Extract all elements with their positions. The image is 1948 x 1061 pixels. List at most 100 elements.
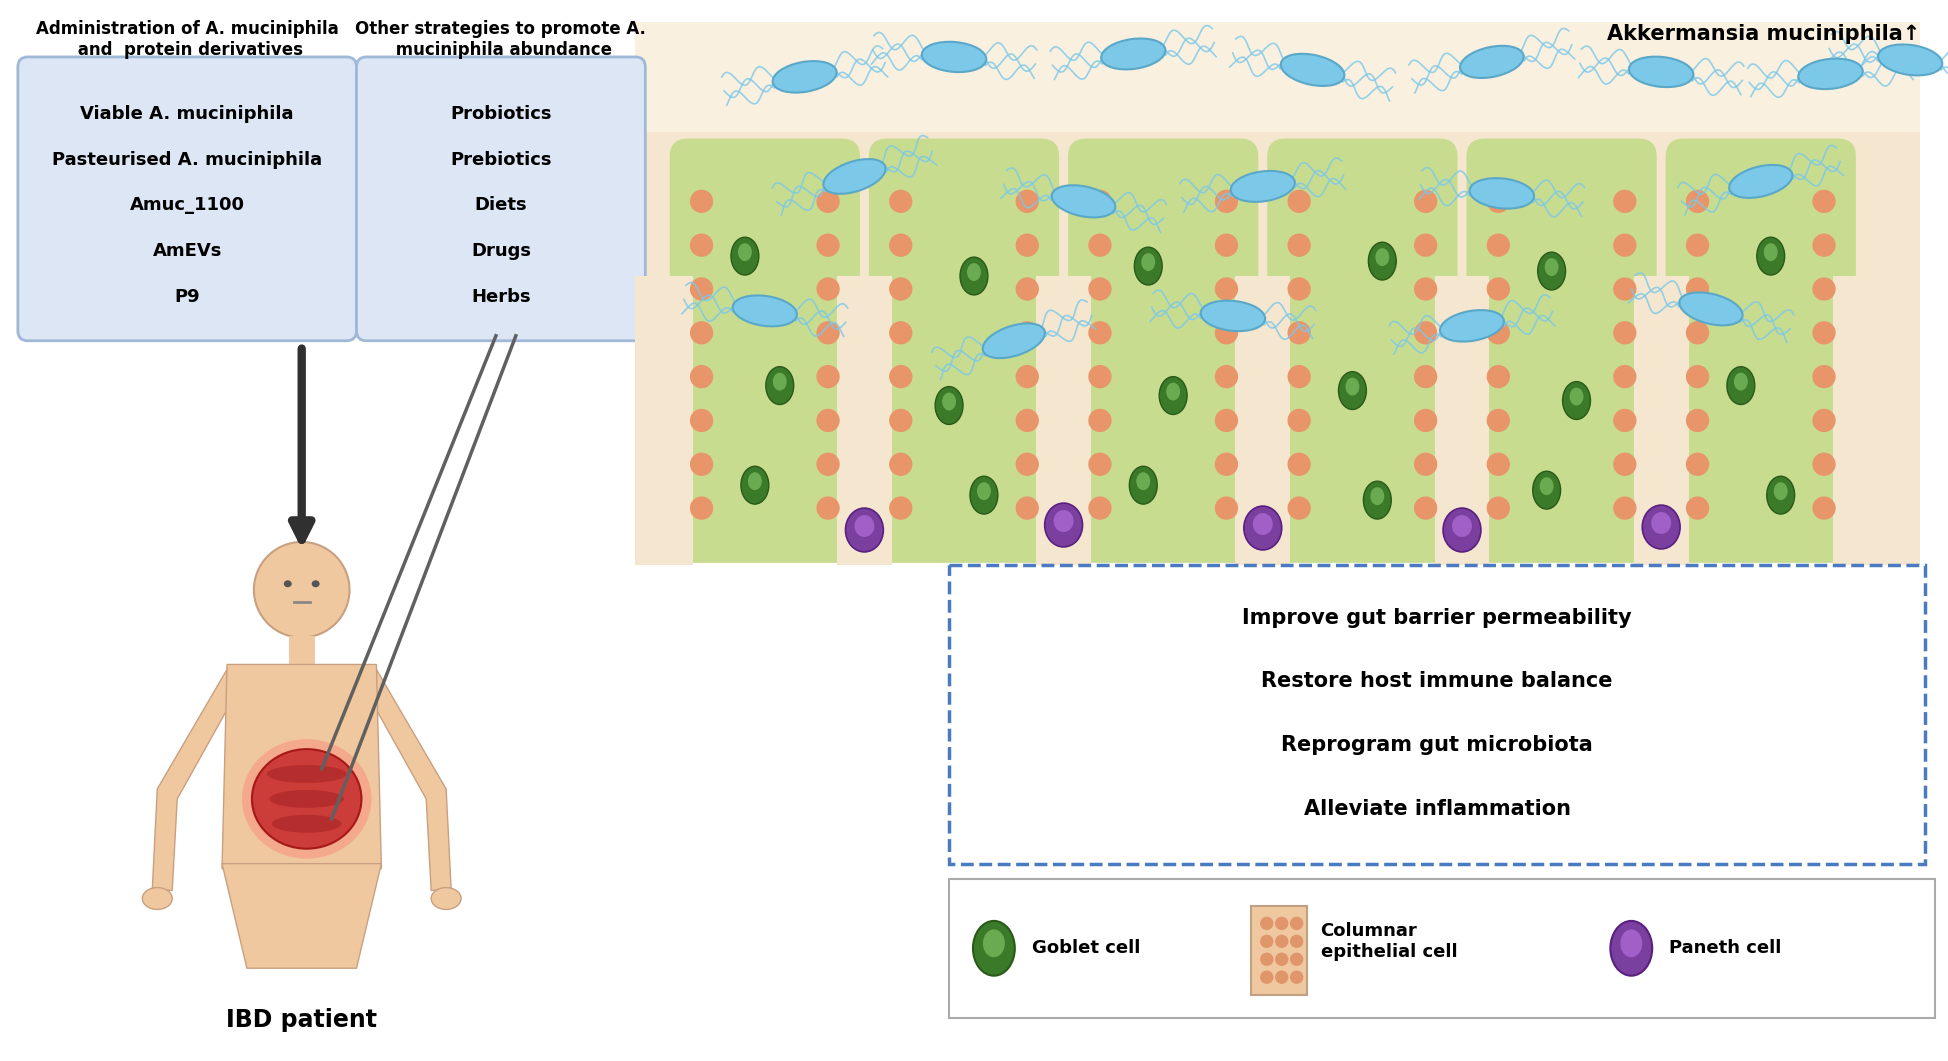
Ellipse shape [1568,387,1582,405]
FancyBboxPatch shape [1266,139,1457,563]
Circle shape [1216,410,1237,432]
Circle shape [890,453,912,475]
Ellipse shape [1044,503,1081,546]
Circle shape [1276,918,1288,929]
Text: Prebiotics: Prebiotics [450,151,551,169]
Circle shape [1288,366,1309,387]
Ellipse shape [1253,514,1272,535]
Circle shape [1276,936,1288,947]
Circle shape [1288,321,1309,344]
Ellipse shape [748,472,762,490]
Circle shape [1486,410,1508,432]
Ellipse shape [921,41,986,72]
Ellipse shape [771,62,836,92]
FancyBboxPatch shape [18,57,356,341]
Ellipse shape [1531,471,1560,509]
Circle shape [690,498,713,519]
Ellipse shape [1755,238,1784,275]
Circle shape [1812,366,1833,387]
Circle shape [1015,366,1038,387]
Text: P9: P9 [173,288,201,306]
Circle shape [1216,366,1237,387]
Ellipse shape [1243,506,1282,550]
Ellipse shape [1562,382,1590,419]
Circle shape [1613,366,1634,387]
Circle shape [1486,278,1508,300]
Ellipse shape [966,263,980,281]
Circle shape [1486,321,1508,344]
Circle shape [890,190,912,212]
Ellipse shape [738,243,752,261]
Circle shape [1260,918,1272,929]
Text: Reprogram gut microbiota: Reprogram gut microbiota [1280,735,1592,755]
Circle shape [816,366,838,387]
Circle shape [1685,453,1708,475]
Circle shape [690,234,713,256]
Circle shape [816,190,838,212]
Circle shape [1685,278,1708,300]
Ellipse shape [1679,293,1742,326]
Circle shape [690,453,713,475]
Ellipse shape [1763,243,1777,261]
FancyBboxPatch shape [1465,139,1656,563]
Ellipse shape [269,790,345,807]
FancyBboxPatch shape [635,276,692,564]
Text: Goblet cell: Goblet cell [1030,939,1140,957]
Ellipse shape [1054,510,1073,532]
FancyBboxPatch shape [869,139,1058,563]
Circle shape [1260,971,1272,984]
Circle shape [1288,234,1309,256]
Polygon shape [222,864,382,969]
Ellipse shape [1451,515,1471,537]
Ellipse shape [1726,367,1753,404]
Circle shape [690,321,713,344]
Ellipse shape [1545,258,1558,276]
Ellipse shape [1619,929,1642,957]
Ellipse shape [1367,242,1395,280]
Ellipse shape [1052,186,1114,218]
Text: Probiotics: Probiotics [450,105,551,123]
Circle shape [1414,498,1436,519]
Circle shape [1288,278,1309,300]
Circle shape [1288,498,1309,519]
Circle shape [1812,498,1833,519]
Ellipse shape [822,159,884,194]
Circle shape [1812,190,1833,212]
Circle shape [1216,234,1237,256]
Ellipse shape [1159,377,1186,415]
Ellipse shape [972,921,1015,976]
Circle shape [1015,278,1038,300]
Circle shape [1089,366,1110,387]
Ellipse shape [267,765,347,783]
Circle shape [1613,278,1634,300]
Circle shape [1613,321,1634,344]
Ellipse shape [431,888,462,909]
FancyBboxPatch shape [949,879,1934,1017]
FancyBboxPatch shape [1632,276,1687,564]
FancyBboxPatch shape [949,564,1925,864]
Ellipse shape [1459,46,1523,79]
Text: Other strategies to promote A.
 muciniphila abundance: Other strategies to promote A. muciniphi… [355,20,647,58]
Circle shape [1613,453,1634,475]
Ellipse shape [251,749,360,849]
Circle shape [1486,498,1508,519]
Text: Alleviate inflammation: Alleviate inflammation [1303,799,1570,819]
Circle shape [816,453,838,475]
Circle shape [1260,953,1272,966]
Circle shape [890,498,912,519]
Circle shape [1685,410,1708,432]
Circle shape [1812,410,1833,432]
Circle shape [1015,234,1038,256]
Circle shape [1414,410,1436,432]
Ellipse shape [982,324,1044,359]
Ellipse shape [1280,54,1344,86]
Ellipse shape [1142,254,1155,271]
Ellipse shape [732,295,797,327]
Ellipse shape [1537,253,1564,290]
Circle shape [816,234,838,256]
Text: Drugs: Drugs [471,242,530,260]
Circle shape [1486,234,1508,256]
Ellipse shape [1375,248,1389,266]
FancyBboxPatch shape [1666,139,1854,563]
Ellipse shape [730,238,758,275]
